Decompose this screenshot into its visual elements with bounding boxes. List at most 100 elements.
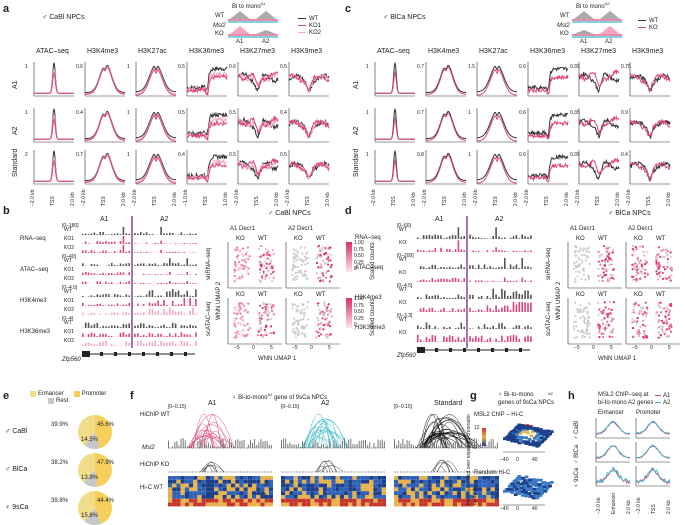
sample-label: KO2	[64, 276, 74, 282]
hichip-arcs	[394, 410, 499, 510]
y-tick: 1	[25, 64, 28, 70]
panel-g-ylabel: Mean observed over expected chromatin co…	[466, 405, 478, 505]
msl2-profile	[636, 442, 670, 462]
series-line-wt	[477, 66, 517, 91]
legend-wt: WT	[309, 16, 318, 22]
profile-plot	[85, 62, 125, 96]
panel-g-title-2: genes of 9sCa NPCs	[498, 400, 554, 406]
series-line-wt	[34, 151, 74, 182]
pie-label-rest: 13.9%	[81, 475, 98, 481]
panel-h-row: ♂ CaBl	[574, 421, 580, 440]
profile-plot	[579, 108, 619, 142]
umap-plot	[286, 242, 340, 288]
column-header-h3k9me3: H3K9me3	[291, 48, 322, 55]
pie-name: ♂ BlCa	[5, 466, 27, 473]
umap-plot	[626, 298, 680, 344]
g-tick: 40	[532, 457, 538, 463]
hichip-wt-label: HiChIP WT	[140, 412, 170, 418]
panel-h-row: ♂ BlCa	[574, 445, 580, 464]
x-tick: TSS	[203, 196, 209, 206]
y-tick: 0.4	[76, 110, 83, 116]
panel-a-a1-label: A1	[236, 39, 243, 45]
apa-surface	[495, 412, 555, 457]
column-header-h3k27me3: H3K27me3	[581, 48, 616, 55]
series-line-wt	[477, 154, 517, 179]
profile-plot	[34, 62, 74, 96]
profile-plot	[289, 150, 329, 184]
umap-x-tick: 0	[252, 345, 255, 351]
msl2-profile	[596, 418, 630, 438]
scale-value: 0.75	[354, 303, 364, 309]
y-tick: 0.75	[621, 64, 631, 70]
umap-plot	[286, 298, 340, 344]
apa-surface	[495, 465, 555, 510]
panel-h-x-tick: Enhancer	[611, 493, 617, 514]
profile-plot	[426, 62, 466, 96]
panel-c-ko-label: KO	[560, 31, 569, 37]
x-tick: 2.0 kb	[666, 192, 672, 206]
series-line-ko	[477, 158, 517, 183]
y-tick: 1	[366, 110, 369, 116]
msl2-profile	[596, 442, 630, 462]
umap-x-tick: −5	[234, 345, 240, 351]
profile-plot	[528, 108, 568, 142]
series-line-ko	[579, 70, 619, 87]
series-line-wt	[34, 63, 74, 94]
msl2-profile	[636, 418, 670, 438]
umap-x-tick: 5	[668, 345, 671, 351]
y-tick: 0.7	[417, 110, 424, 116]
pie-slice-promoter	[95, 453, 112, 487]
gene-name: Zfp560	[397, 353, 416, 359]
profile-plot	[85, 108, 125, 142]
track-name: RNA–seq	[355, 235, 381, 241]
profile-plot	[136, 62, 176, 96]
panel-h-row: ♀ 9sCa	[574, 468, 580, 488]
profile-plot	[238, 108, 278, 142]
series-line-wt	[426, 111, 466, 138]
x-tick: 2.0 kb	[325, 192, 331, 206]
umap-x-tick: 0	[592, 345, 595, 351]
scale-value: 0.50	[354, 309, 364, 315]
panel-label-e: e	[3, 390, 9, 402]
y-tick: 0.7	[76, 152, 83, 158]
track-name: ATAC–seq	[20, 267, 48, 273]
profile-plot	[34, 108, 74, 142]
profile-plot	[375, 62, 415, 96]
series-line-wt	[136, 154, 176, 179]
y-tick: 0.9	[621, 110, 628, 116]
profile-plot	[34, 150, 74, 184]
row-label-standard: Standard	[12, 149, 19, 177]
sample-label: WT	[64, 227, 72, 233]
legend-ko: KO	[649, 25, 658, 31]
hichip-ko-label: HiChIP KO	[140, 462, 169, 468]
x-tick: −2.0 kb	[132, 189, 138, 206]
series-line-ko	[375, 119, 415, 139]
genome-browser-tracks	[395, 226, 535, 366]
panel-c-a1-label: A1	[580, 39, 587, 45]
panel-c-title: ♂ BlCa NPCs	[383, 14, 426, 21]
umap-title: ♂ BlCa NPCs	[608, 210, 651, 217]
panel-f-column: A1	[208, 400, 217, 407]
sample-label: KO	[399, 270, 406, 276]
panel-c-wt-label: WT	[560, 13, 569, 19]
color-scale-bar	[346, 242, 352, 272]
x-tick: 2.0 kb	[274, 192, 280, 206]
gene-name: Zfp560	[62, 357, 81, 363]
series-line-wt	[426, 65, 466, 92]
scale-low: 5	[264, 493, 267, 499]
panel-label-d: d	[345, 205, 352, 217]
y-tick: 0.35	[570, 152, 580, 158]
legend-a2: A2	[663, 400, 670, 406]
g-tick: 0	[516, 506, 519, 512]
series-line-wt	[238, 118, 278, 138]
y-tick: 1	[127, 152, 130, 158]
snrna-label: snRNA–seq	[206, 248, 212, 280]
y-tick: 1	[366, 152, 369, 158]
x-tick: −2.0 kb	[626, 189, 632, 206]
profile-plot	[630, 150, 670, 184]
sample-label: KO	[399, 240, 406, 246]
x-tick: 2.0 kb	[564, 192, 570, 206]
y-tick: 1	[25, 110, 28, 116]
panel-a-legend: WT KO1 KO2	[298, 15, 321, 36]
